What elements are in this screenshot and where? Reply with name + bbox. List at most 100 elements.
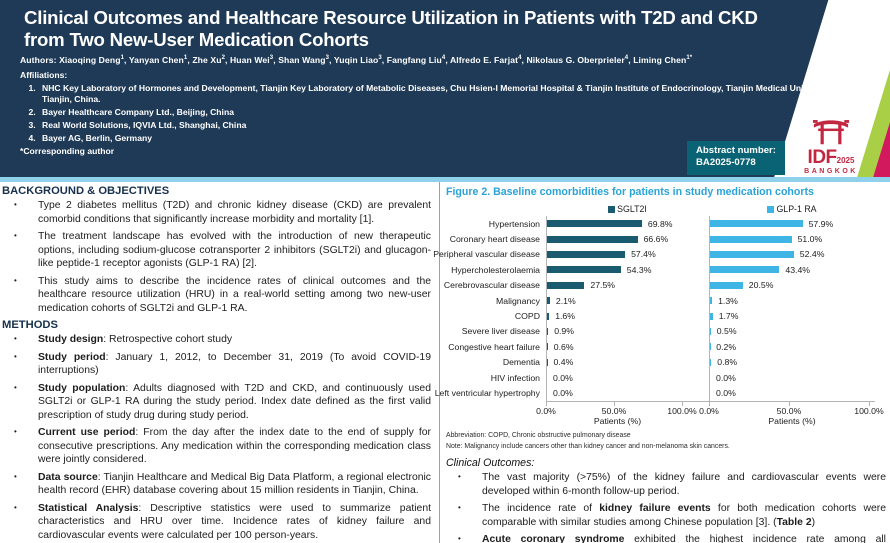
figure-title: Figure 2. Baseline comorbidities for pat… bbox=[446, 186, 814, 198]
plot-cell: 69.8% bbox=[546, 216, 709, 232]
clinical-outcomes-heading: Clinical Outcomes: bbox=[446, 457, 535, 470]
bar bbox=[710, 281, 743, 289]
x-axis-label: Patients (%) bbox=[593, 416, 642, 427]
plot-cell: 0.0% bbox=[546, 385, 709, 401]
right-column: Figure 2. Baseline comorbidities for pat… bbox=[433, 182, 890, 543]
chart-legend: SGLT2I GLP-1 RA bbox=[446, 202, 886, 216]
left-column: BACKGROUND & OBJECTIVES • Type 2 diabetes … bbox=[0, 182, 440, 543]
left-sections: BACKGROUND & OBJECTIVES • Type 2 diabetes … bbox=[2, 185, 431, 543]
value-label: 69.8% bbox=[647, 218, 673, 229]
plot-cell: 27.5% bbox=[546, 277, 709, 293]
value-label: 20.5% bbox=[748, 280, 774, 291]
plot-cell: 0.4% bbox=[546, 354, 709, 370]
value-label: 0.0% bbox=[553, 372, 573, 383]
legend-label-sglt2i: SGLT2I bbox=[617, 204, 647, 214]
value-label: 0.0% bbox=[716, 387, 736, 398]
bar bbox=[547, 327, 549, 335]
header-divider-strip bbox=[0, 177, 890, 182]
bullet-icon: • bbox=[14, 351, 17, 361]
xlabel-spacer bbox=[446, 416, 546, 431]
bullet-item: • The incidence rate of kidney failure ev… bbox=[458, 503, 886, 528]
value-label: 1.7% bbox=[718, 311, 739, 322]
bullet-list: • Study design: Retrospective cohort stud… bbox=[2, 333, 431, 542]
legend-swatch-glp1ra bbox=[767, 205, 775, 213]
bullet-item: • Study period: January 1, 2012, to Decem… bbox=[14, 351, 431, 377]
plot-cell: 57.4% bbox=[546, 246, 709, 263]
plot-cell: 0.2% bbox=[709, 339, 875, 355]
plot-cell: 0.0% bbox=[709, 385, 875, 401]
section-heading: METHODS bbox=[2, 319, 58, 332]
section-heading: BACKGROUND & OBJECTIVES bbox=[2, 185, 170, 197]
plot-cell: 54.3% bbox=[546, 262, 709, 278]
plot-cell: 43.4% bbox=[709, 262, 875, 278]
bullet-item: • The vast majority (>75%) of the kidney … bbox=[458, 472, 886, 497]
affiliation-item: Bayer Healthcare Company Ltd., Beijing, … bbox=[38, 107, 850, 117]
x-axis: 0.0% 50.0% 100.0% bbox=[536, 400, 709, 418]
value-label: 0.8% bbox=[717, 357, 738, 368]
value-label: 0.4% bbox=[553, 357, 574, 368]
header: Clinical Outcomes and Healthcare Resourc… bbox=[0, 0, 890, 177]
category-label: Dementia bbox=[502, 357, 540, 368]
page-title: Clinical Outcomes and Healthcare Resourc… bbox=[24, 7, 758, 50]
abstract-number-badge: Abstract number: BA2025-0778 bbox=[687, 141, 785, 175]
bullet-icon: • bbox=[14, 275, 17, 285]
bar bbox=[710, 250, 794, 258]
value-label: 66.6% bbox=[643, 234, 669, 245]
bullet-icon: • bbox=[14, 382, 17, 392]
bullet-item: • This study aims to describe the inciden… bbox=[14, 275, 431, 314]
value-label: 2.1% bbox=[555, 295, 576, 306]
value-label: 27.5% bbox=[590, 280, 616, 291]
value-label: 52.4% bbox=[799, 249, 825, 260]
bar bbox=[547, 235, 638, 243]
bullet-icon: • bbox=[14, 231, 17, 241]
plot-cell: 20.5% bbox=[709, 277, 875, 293]
category-label: Malignancy bbox=[496, 295, 540, 306]
bar bbox=[710, 358, 712, 366]
plot-cell: 1.7% bbox=[709, 308, 875, 324]
plot-cell: 0.9% bbox=[546, 323, 709, 340]
bullet-list: • Type 2 diabetes mellitus (T2D) and chro… bbox=[2, 199, 431, 315]
bullet-item: • Data source: Tianjin Healthcare and Med… bbox=[14, 471, 431, 497]
bullet-item: • Acute coronary syndrome exhibited the h… bbox=[458, 534, 886, 543]
legend-label-glp1ra: GLP-1 RA bbox=[776, 204, 817, 214]
bullet-item: • The treatment landscape has evolved wit… bbox=[14, 231, 431, 270]
category-label: Left ventricular hypertrophy bbox=[434, 387, 540, 398]
axis-tick bbox=[682, 401, 683, 406]
category-label: Cerebrovascular disease bbox=[443, 280, 540, 291]
value-label: 0.0% bbox=[716, 372, 736, 383]
axis-tick-label: 100.0% bbox=[854, 405, 884, 416]
bar bbox=[547, 250, 626, 258]
corresponding-author-note: *Corresponding author bbox=[20, 146, 115, 157]
value-label: 0.2% bbox=[716, 341, 737, 352]
bar bbox=[710, 327, 711, 335]
content: BACKGROUND & OBJECTIVES • Type 2 diabetes … bbox=[0, 182, 890, 543]
value-label: 43.4% bbox=[785, 264, 811, 275]
giant-swing-icon bbox=[792, 115, 870, 150]
affiliations-label: Affiliations: bbox=[20, 70, 68, 81]
legend-item-glp1ra: GLP-1 RA bbox=[767, 204, 817, 214]
affiliation-item: Bayer AG, Berlin, Germany bbox=[38, 133, 850, 143]
axis-tick bbox=[614, 401, 615, 406]
plot-cell: 1.3% bbox=[709, 292, 875, 309]
plot-cell: 0.0% bbox=[546, 369, 709, 386]
plot-cell: 0.6% bbox=[546, 339, 709, 355]
idf-logo-city: BANGKOK bbox=[804, 168, 858, 175]
plot-cell: 1.6% bbox=[546, 308, 709, 324]
abbreviation-note: Abbreviation: COPD, Chronic obstructive … bbox=[446, 432, 631, 440]
value-label: 51.0% bbox=[797, 234, 823, 245]
plot-cell: 2.1% bbox=[546, 292, 709, 309]
abstract-number-value: BA2025-0778 bbox=[696, 157, 756, 169]
axis-tick bbox=[789, 401, 790, 406]
category-label: Hypercholesterolaemia bbox=[451, 264, 540, 275]
bullet-icon: • bbox=[14, 334, 17, 344]
bullet-item: • Study design: Retrospective cohort stud… bbox=[14, 334, 233, 346]
axis-spacer bbox=[446, 401, 546, 416]
value-label: 0.5% bbox=[716, 326, 737, 337]
x-axis: 0.0% 50.0% 100.0% bbox=[699, 400, 884, 418]
legend-swatch-sglt2i bbox=[608, 205, 616, 213]
bullet-icon: • bbox=[458, 503, 461, 513]
bullet-icon: • bbox=[14, 200, 17, 209]
plot-cell: 0.5% bbox=[709, 323, 875, 340]
bar bbox=[547, 343, 548, 351]
